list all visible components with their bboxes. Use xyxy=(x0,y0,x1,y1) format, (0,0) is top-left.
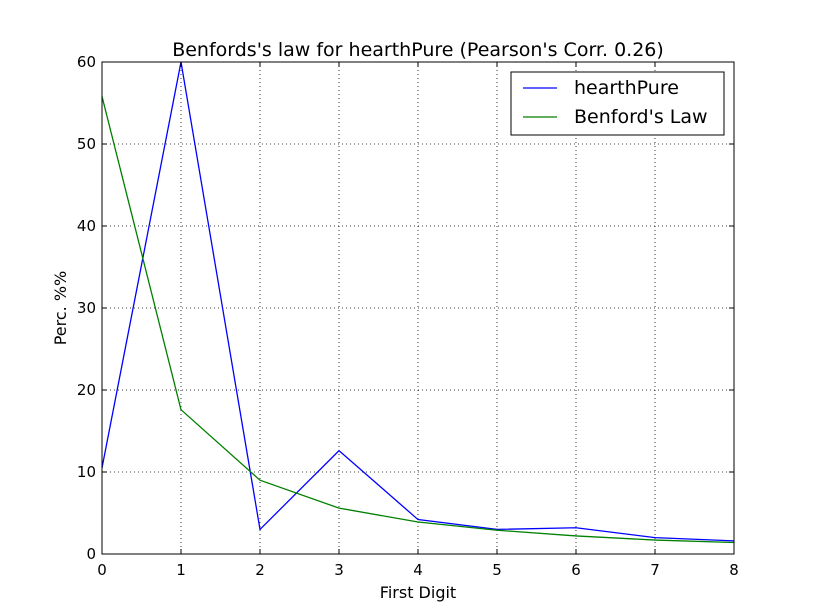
grid-lines xyxy=(102,62,734,554)
x-tick-label: 5 xyxy=(492,561,502,579)
x-tick-label: 8 xyxy=(729,561,739,579)
legend-label-benfords-law: Benford's Law xyxy=(574,106,708,128)
x-tick-label: 0 xyxy=(97,561,107,579)
chart-title: Benfords's law for hearthPure (Pearson's… xyxy=(172,39,664,61)
x-tick-label: 2 xyxy=(255,561,265,579)
legend: hearthPure Benford's Law xyxy=(510,71,725,136)
y-tick-label: 40 xyxy=(77,217,96,235)
y-tick-label: 50 xyxy=(77,135,96,153)
x-tick-label: 3 xyxy=(334,561,344,579)
y-axis-label: Perc. %% xyxy=(51,271,70,346)
y-tick-label: 60 xyxy=(77,53,96,71)
axis-ticks: 0 1 2 3 4 5 6 7 8 0 10 20 30 40 50 60 xyxy=(77,53,739,579)
x-tick-label: 6 xyxy=(571,561,581,579)
legend-box xyxy=(510,71,725,136)
x-tick-label: 7 xyxy=(650,561,660,579)
x-tick-label: 4 xyxy=(413,561,423,579)
y-tick-label: 0 xyxy=(86,545,96,563)
y-tick-label: 20 xyxy=(77,381,96,399)
x-tick-label: 1 xyxy=(176,561,186,579)
y-tick-label: 30 xyxy=(77,299,96,317)
y-tick-label: 10 xyxy=(77,463,96,481)
legend-label-hearthpure: hearthPure xyxy=(574,77,679,99)
x-axis-label: First Digit xyxy=(380,583,456,602)
